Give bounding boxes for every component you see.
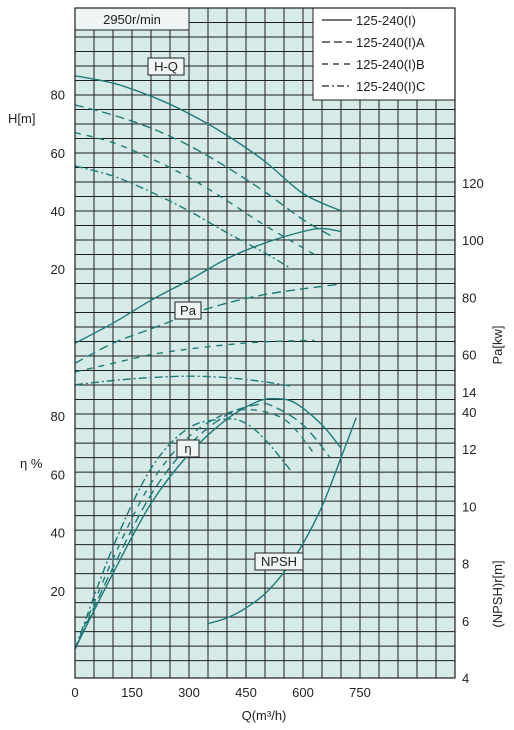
head-curve-2 — [74, 104, 334, 238]
head-tick-label: 40 — [51, 204, 65, 219]
curves — [74, 75, 357, 650]
power-tick-label: 60 — [462, 348, 476, 363]
npsh-tick-label: 12 — [462, 442, 476, 457]
head-curve-4 — [74, 165, 292, 270]
power-tick-label: 100 — [462, 233, 484, 248]
efficiency-panel-label-box — [176, 439, 200, 458]
head-panel-label: H-Q — [154, 59, 178, 74]
x-tick-label: 150 — [121, 685, 143, 700]
head-panel-label-box — [147, 57, 185, 76]
efficiency-curve-4 — [74, 418, 293, 650]
legend-label-4: 125-240(I)C — [356, 79, 425, 94]
power-curve-4 — [74, 375, 292, 387]
x-tick-label: 450 — [235, 685, 257, 700]
efficiency-tick-label: 40 — [51, 526, 65, 541]
efficiency-curve-2 — [74, 402, 331, 650]
legend-label-2: 125-240(I)A — [356, 35, 425, 50]
npsh-axis-label: (NPSH)r[m] — [490, 560, 505, 627]
npsh-panel-label: NPSH — [261, 554, 297, 569]
head-curve-1 — [74, 75, 342, 212]
power-tick-label: 40 — [462, 405, 476, 420]
efficiency-tick-label: 80 — [51, 409, 65, 424]
power-curve-3 — [74, 339, 315, 373]
efficiency-tick-label: 60 — [51, 467, 65, 482]
legend-label-1: 125-240(I) — [356, 13, 416, 28]
npsh-tick-label: 14 — [462, 385, 476, 400]
efficiency-axis-label: η % — [20, 456, 43, 471]
x-axis-label: Q(m³/h) — [242, 708, 287, 723]
power-tick-label: 80 — [462, 290, 476, 305]
head-tick-label: 20 — [51, 262, 65, 277]
x-tick-label: 0 — [71, 685, 78, 700]
head-curve-3 — [74, 131, 315, 256]
npsh-tick-label: 6 — [462, 614, 469, 629]
plot-frame — [74, 7, 456, 679]
x-tick-label: 750 — [349, 685, 371, 700]
x-tick-label: 300 — [178, 685, 200, 700]
power-axis-label: Pa[kw] — [490, 325, 505, 364]
npsh-panel-label-box — [254, 552, 304, 571]
efficiency-curve-3 — [74, 408, 315, 650]
x-tick-label: 600 — [292, 685, 314, 700]
npsh-tick-label: 10 — [462, 499, 476, 514]
power-tick-label: 120 — [462, 176, 484, 191]
npsh-curve-1 — [207, 417, 357, 625]
efficiency-tick-label: 20 — [51, 584, 65, 599]
grid — [75, 8, 455, 678]
power-curve-2 — [74, 283, 338, 364]
efficiency-curve-1 — [74, 397, 342, 650]
power-curve-1 — [74, 227, 342, 344]
power-panel-label: Pa — [180, 303, 197, 318]
power-panel-label-box — [174, 301, 202, 320]
head-tick-label: 80 — [51, 88, 65, 103]
npsh-tick-label: 8 — [462, 557, 469, 572]
legend-label-3: 125-240(I)B — [356, 57, 425, 72]
speed-label: 2950r/min — [103, 12, 161, 27]
head-axis-label: H[m] — [8, 111, 35, 126]
npsh-tick-label: 4 — [462, 671, 469, 686]
head-tick-label: 60 — [51, 146, 65, 161]
efficiency-panel-label: η — [184, 441, 191, 456]
